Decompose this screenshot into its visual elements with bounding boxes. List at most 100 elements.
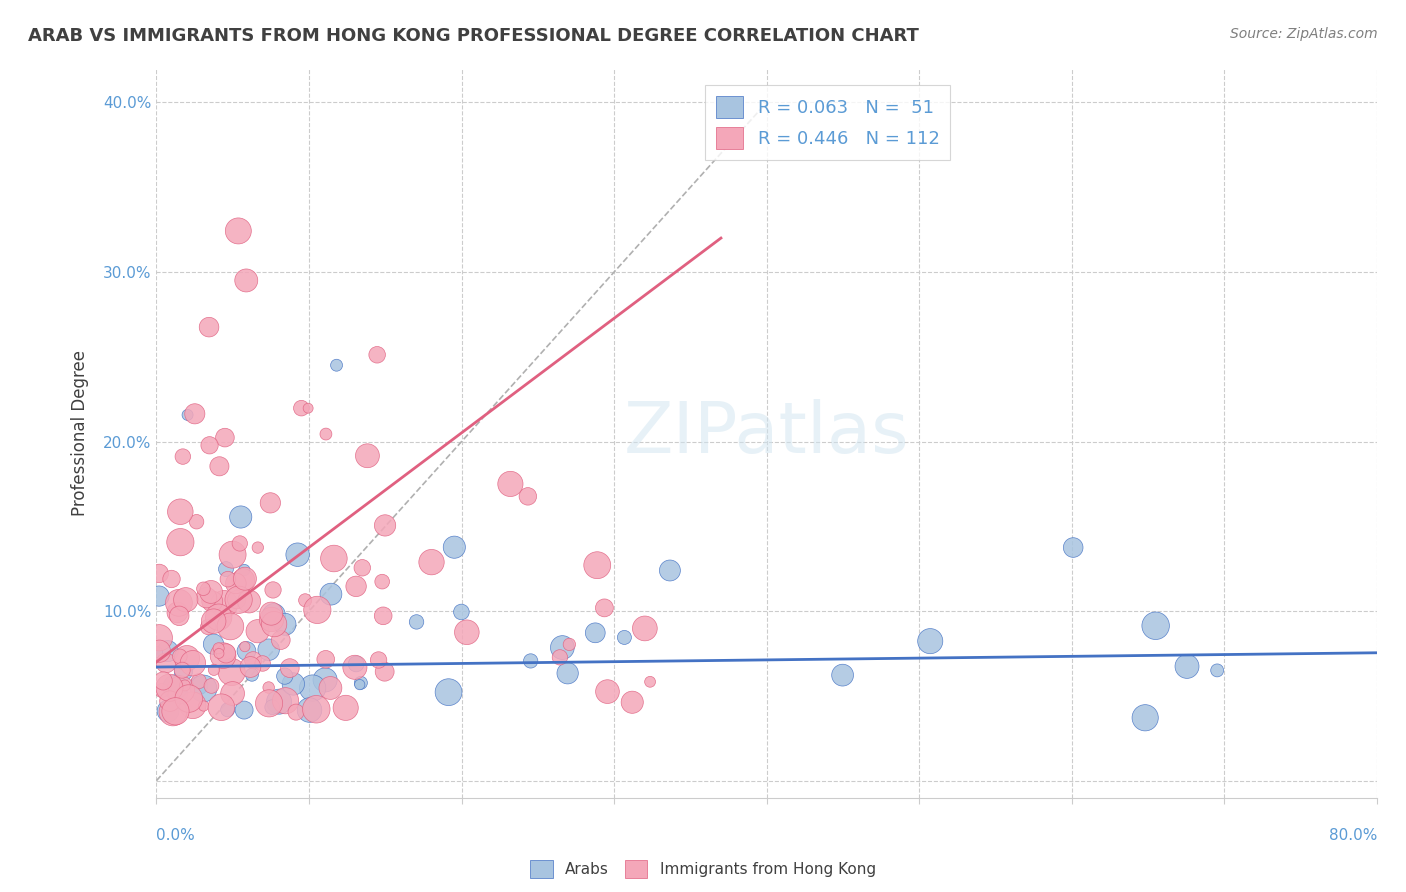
Point [263, 608, 285, 623]
Point [456, 625, 478, 640]
Point [235, 273, 257, 287]
Point [193, 582, 215, 596]
Point [229, 536, 252, 550]
Point [344, 579, 367, 593]
Point [160, 572, 183, 586]
Point [233, 572, 256, 586]
Point [349, 677, 371, 691]
Point [352, 561, 374, 575]
Point [437, 685, 460, 699]
Point [262, 700, 284, 714]
Point [170, 682, 193, 697]
Point [920, 634, 942, 648]
Point [285, 705, 308, 719]
Point [187, 674, 209, 689]
Point [1206, 664, 1229, 678]
Point [162, 705, 184, 719]
Point [172, 663, 194, 677]
Point [263, 617, 285, 632]
Point [201, 594, 224, 608]
Point [177, 691, 200, 706]
Point [233, 640, 256, 654]
Point [246, 541, 269, 555]
Point [150, 683, 173, 698]
Point [262, 582, 284, 597]
Point [557, 666, 579, 681]
Point [221, 548, 243, 562]
Point [294, 593, 316, 607]
Point [184, 407, 207, 421]
Point [169, 535, 191, 549]
Point [225, 576, 247, 591]
Point [148, 566, 170, 581]
Point [252, 657, 274, 671]
Point [172, 665, 194, 679]
Point [233, 563, 256, 577]
Point [225, 592, 247, 607]
Point [1144, 619, 1167, 633]
Point [301, 681, 323, 695]
Point [634, 622, 657, 636]
Point [181, 698, 204, 713]
Point [181, 657, 204, 671]
Point [257, 697, 280, 711]
Point [176, 408, 198, 422]
Point [174, 592, 197, 607]
Point [344, 657, 367, 671]
Point [157, 704, 180, 718]
Point [586, 558, 609, 573]
Point [319, 681, 342, 695]
Point [420, 555, 443, 569]
Point [499, 477, 522, 491]
Point [221, 686, 243, 700]
Point [583, 625, 606, 640]
Point [621, 695, 644, 709]
Point [257, 681, 280, 695]
Point [257, 642, 280, 657]
Point [176, 651, 198, 665]
Point [246, 624, 269, 639]
Point [270, 633, 292, 648]
Point [551, 640, 574, 655]
Point [638, 674, 661, 689]
Point [148, 589, 170, 603]
Point [193, 698, 215, 713]
Point [307, 603, 329, 617]
Point [202, 663, 225, 677]
Point [167, 596, 190, 610]
Point [169, 505, 191, 519]
Point [159, 681, 181, 695]
Point [198, 320, 221, 334]
Point [187, 679, 209, 693]
Point [193, 681, 215, 696]
Point [215, 646, 238, 660]
Point [274, 669, 297, 683]
Legend: Arabs, Immigrants from Hong Kong: Arabs, Immigrants from Hong Kong [524, 854, 882, 884]
Point [259, 496, 281, 510]
Point [315, 427, 337, 442]
Point [322, 551, 344, 566]
Point [267, 695, 290, 709]
Point [305, 702, 328, 716]
Point [374, 518, 396, 533]
Point [233, 703, 256, 717]
Point [239, 660, 262, 674]
Point [374, 665, 396, 679]
Point [217, 572, 239, 586]
Text: ZIPatlas: ZIPatlas [624, 399, 910, 467]
Point [371, 574, 394, 589]
Text: Source: ZipAtlas.com: Source: ZipAtlas.com [1230, 27, 1378, 41]
Point [212, 597, 235, 611]
Point [169, 649, 191, 664]
Point [519, 654, 541, 668]
Point [229, 510, 252, 524]
Point [443, 540, 465, 554]
Point [208, 641, 231, 656]
Point [405, 615, 427, 629]
Point [208, 647, 231, 661]
Point [315, 652, 337, 666]
Point [548, 650, 571, 665]
Point [165, 680, 187, 694]
Legend: R = 0.063   N =  51, R = 0.446   N = 112: R = 0.063 N = 51, R = 0.446 N = 112 [706, 85, 950, 160]
Point [658, 564, 681, 578]
